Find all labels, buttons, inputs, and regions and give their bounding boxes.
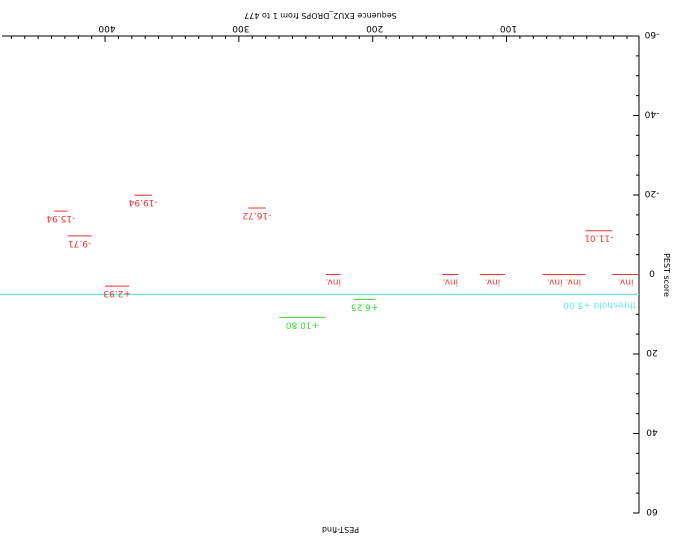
y-tick-label: 0 <box>649 268 655 278</box>
x-tick-label: 400 <box>98 23 115 33</box>
segment-label: -15.94 <box>46 213 75 223</box>
threshold-label: threshold +5.00 <box>563 299 636 309</box>
x-tick-label: 300 <box>232 23 249 33</box>
segment-label: inv. <box>442 277 458 287</box>
chart-title: Sequence EXU2_DROPS from 1 to 477 <box>244 11 397 20</box>
y-axis-label: PEST score <box>662 253 671 297</box>
segment-label: -11.01 <box>584 233 613 243</box>
y-tick-label: 20 <box>646 347 658 357</box>
x-tick-label: 200 <box>366 23 383 33</box>
x-axis-label: PEST-find <box>322 525 359 534</box>
segment-label: +10.80 <box>286 319 320 329</box>
segment-label: +2.93 <box>103 288 131 298</box>
plot-area: -60 -40 -20 0 20 40 60 400 300 200 100 Sequence EXU… <box>0 11 671 534</box>
segment-label: +6.25 <box>351 301 379 311</box>
segment-label: -16.72 <box>242 210 271 220</box>
segment-label: inv. inv. <box>547 277 581 287</box>
y-tick-label: 40 <box>646 427 658 437</box>
segment-label: -19.94 <box>128 197 157 207</box>
segment-label: inv. <box>618 277 634 287</box>
y-tick-label: -20 <box>644 188 659 198</box>
y-tick-label: 60 <box>646 506 658 516</box>
segment-label: -9.71 <box>68 238 91 248</box>
y-tick-label: -60 <box>644 29 659 39</box>
segment-label: inv. <box>325 277 341 287</box>
x-tick-label: 100 <box>500 23 517 33</box>
y-tick-label: -40 <box>644 109 659 119</box>
segment-label: inv. <box>485 277 501 287</box>
